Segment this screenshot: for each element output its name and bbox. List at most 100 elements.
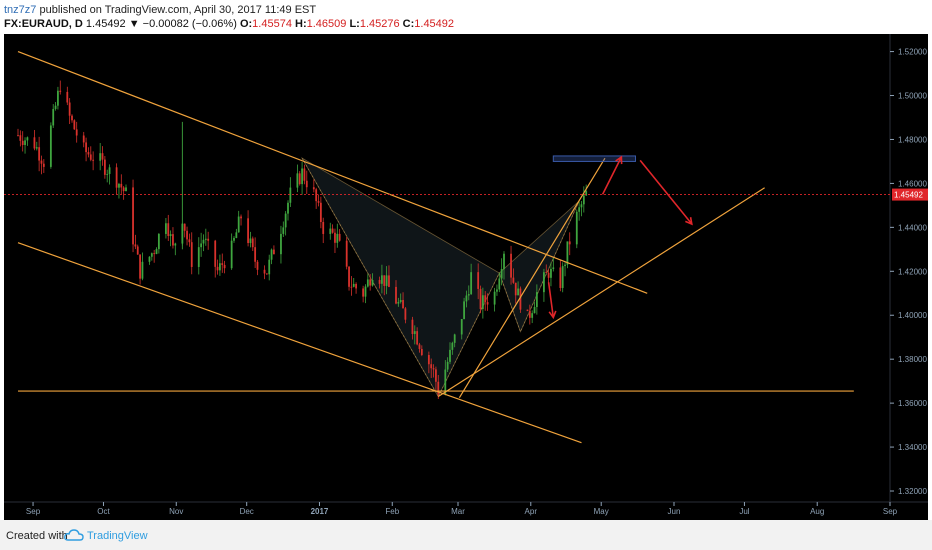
candle-up [580,204,583,208]
candle-down [40,160,43,164]
candle-up [481,295,484,310]
candle-down [484,295,487,303]
candle-down [214,240,217,267]
candle-down [207,238,210,241]
candle-down [559,267,562,288]
candle-up [230,240,233,269]
candle-down [247,218,249,244]
candle-down [435,369,437,382]
candle-up [503,253,505,270]
x-tick-label: Nov [169,507,183,516]
tradingview-cloud-icon [64,529,84,541]
candle-up [202,239,205,244]
candle-down [418,344,421,349]
y-tick-label: 1.48000 [898,135,927,144]
candle-down [254,247,257,262]
x-tick-label: Sep [883,507,898,516]
candle-up [54,105,57,109]
y-tick-label: 1.32000 [898,487,927,496]
candle-down [411,319,414,335]
x-tick-label: Oct [97,507,110,516]
candle-down [17,135,19,136]
author-link[interactable]: tnz7z7 [4,4,37,16]
symbol-label[interactable]: FX:EURAUD, D [4,18,83,30]
low-value: 1.45276 [359,18,400,30]
candle-down [345,240,348,267]
y-tick-label: 1.52000 [898,48,927,57]
candle-down [120,183,123,188]
candle-down [38,147,41,161]
ohlc-line: FX:EURAUD, D 1.45492 ▼ −0.00082 (−0.06%)… [4,18,454,30]
candle-up [282,227,285,234]
candle-up [397,301,400,304]
candle-up [552,267,555,269]
candle-up [366,279,369,287]
candle-up [141,261,144,279]
candle-up [284,213,287,228]
candle-up [200,243,203,248]
upper-channel-line [17,51,648,294]
candle-down [395,286,397,304]
candle-up [125,187,127,192]
candle-up [413,331,416,335]
candle-down [134,244,137,247]
candle-up [118,183,120,188]
forecast-arrow [601,156,623,195]
candle-down [331,228,334,233]
candle-down [322,222,325,234]
candle-down [190,242,193,267]
candle-down [526,309,529,311]
candle-up [148,256,151,262]
candle-down [85,142,87,153]
candle-up [35,147,38,149]
candle-down [71,115,73,121]
candle-up [280,233,282,255]
candle-up [543,272,545,293]
candle-up [24,140,26,145]
x-tick-label: 2017 [311,507,329,516]
tradingview-brand[interactable]: TradingView [87,530,148,542]
forecast-arrow [547,282,555,318]
candle-down [545,272,548,273]
y-tick-label: 1.46000 [898,179,927,188]
candle-up [296,173,299,188]
candle-down [404,308,407,320]
candle-down [68,102,71,116]
price-chart[interactable]: 1.52000 1.50000 1.48000 1.46000 1.44000 1.420… [4,34,928,520]
y-tick-label: 1.50000 [898,92,927,101]
y-tick-label: 1.42000 [898,267,927,276]
candle-down [240,216,242,219]
x-tick-label: Dec [240,507,254,516]
candle-up [582,195,585,205]
candle-down [510,253,512,278]
candle-down [519,288,522,310]
candle-down [383,275,386,286]
x-tick-label: Apr [525,507,538,516]
candle-up [517,288,519,296]
candle-down [420,348,423,356]
candle-down [42,163,45,167]
candle-down [153,253,156,255]
candle-up [157,233,160,250]
x-tick-label: Feb [385,507,399,516]
candle-down [66,91,69,103]
candle-up [289,187,292,203]
candle-up [155,249,158,255]
candle-down [216,266,219,271]
x-tick-label: Aug [810,507,824,516]
candle-down [338,233,341,241]
candle-down [350,286,353,288]
candle-down [355,283,357,289]
candle-up [197,247,200,267]
candle-up [535,292,538,308]
candle-up [453,334,456,343]
forecast-arrow [639,159,693,225]
candle-up [364,286,367,297]
chart-area[interactable]: 1.52000 1.50000 1.48000 1.46000 1.44000 1.420… [4,34,928,520]
candle-up [301,168,303,185]
candle-down [251,238,254,248]
x-tick-label: May [594,507,609,516]
candle-down [73,120,76,130]
candle-down [59,90,62,92]
candle-up [219,263,221,271]
